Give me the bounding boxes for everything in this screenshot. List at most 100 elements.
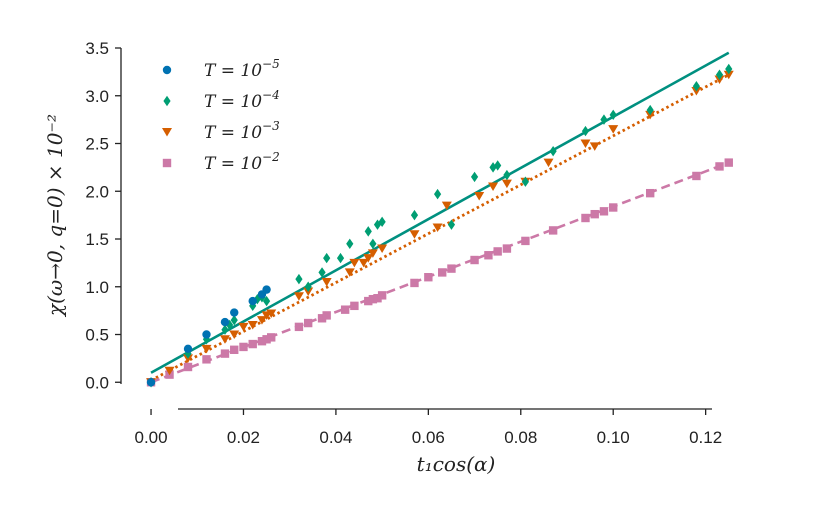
y-axis-label: χ(ω→0, q=0) × 10⁻² <box>43 114 67 318</box>
legend-entry-label: T = 10−5 <box>204 57 280 81</box>
data-point <box>590 209 599 219</box>
data-point <box>262 285 271 294</box>
data-point <box>336 252 345 264</box>
data-point <box>220 349 230 358</box>
data-point <box>438 268 447 277</box>
x-tick-label: 0.12 <box>689 428 722 447</box>
data-point <box>317 314 327 323</box>
data-point <box>410 209 419 221</box>
data-point <box>295 273 303 285</box>
data-point <box>447 219 456 230</box>
data-point <box>645 188 655 198</box>
data-point <box>364 226 372 237</box>
data-point <box>146 378 156 387</box>
data-point <box>580 139 591 149</box>
data-point <box>600 114 608 125</box>
x-tick-label: 0.10 <box>597 428 630 447</box>
data-point <box>494 160 502 171</box>
data-point <box>377 291 387 300</box>
data-point <box>344 268 355 277</box>
data-point <box>350 301 359 311</box>
data-point <box>377 244 388 254</box>
data-point <box>715 69 724 80</box>
data-point <box>609 109 617 121</box>
data-point <box>364 296 373 306</box>
data-point <box>432 223 443 233</box>
data-point <box>304 281 312 292</box>
data-point <box>219 335 230 344</box>
data-point <box>692 81 701 92</box>
legend-entry-exponent: −4 <box>262 88 280 102</box>
data-point <box>238 322 249 332</box>
legend-marker <box>162 158 172 168</box>
ticks: 0.00 0.02 0.04 0.06 0.08 0.10 0.12 0.0 0.5 1.0 1.5… <box>85 39 722 447</box>
x-tick-label: 0.04 <box>319 428 352 447</box>
data-point <box>230 314 238 326</box>
x-tick-label: 0.06 <box>412 428 445 447</box>
data-point <box>183 362 193 372</box>
data-point <box>470 255 479 265</box>
data-point <box>521 176 530 187</box>
data-point <box>599 207 609 216</box>
data-point <box>424 273 433 282</box>
data-point <box>503 169 511 181</box>
data-point <box>724 158 733 167</box>
legend-entry-label: T = 10−2 <box>204 150 280 174</box>
data-point <box>581 213 590 223</box>
data-point <box>725 63 733 75</box>
legend-entry-text: T = 10 <box>204 92 262 112</box>
legend-entry-text: T = 10 <box>204 123 262 143</box>
y-tick-label: 0.0 <box>85 373 109 392</box>
y-tick-label: 3.5 <box>85 39 109 58</box>
data-point <box>433 188 442 200</box>
data-point <box>256 316 267 325</box>
data-point <box>294 322 304 332</box>
data-point <box>521 236 530 246</box>
y-tick-label: 2.5 <box>85 135 109 154</box>
y-tick-label: 1.0 <box>85 278 109 297</box>
data-point <box>220 317 230 327</box>
series-square <box>146 158 733 387</box>
x-tick-label: 0.08 <box>504 428 537 447</box>
data-point <box>368 294 378 304</box>
data-point <box>239 342 248 352</box>
data-point <box>202 355 211 364</box>
data-point <box>346 238 354 249</box>
data-point <box>470 171 479 183</box>
data-point <box>692 171 701 181</box>
x-tick-label: 0.00 <box>134 428 167 447</box>
data-point <box>549 145 557 157</box>
data-point <box>229 330 240 340</box>
y-tick-label: 0.5 <box>85 326 109 345</box>
data-point <box>201 344 212 354</box>
data-point <box>164 366 175 376</box>
data-point <box>247 320 258 330</box>
y-tick-label: 1.5 <box>85 230 109 249</box>
data-point <box>493 247 502 256</box>
data-point <box>447 264 456 273</box>
x-axis-label: t₁cos(α) <box>417 452 496 476</box>
legend-entry-text: T = 10 <box>204 61 262 81</box>
data-point <box>248 339 257 349</box>
data-point <box>543 158 554 168</box>
data-point <box>230 345 239 354</box>
data-point <box>409 230 420 239</box>
data-point <box>202 330 211 339</box>
legend-marker <box>162 128 172 137</box>
legend-entry-exponent: −2 <box>262 150 280 164</box>
data-point <box>484 251 493 260</box>
data-point <box>609 203 618 212</box>
data-point <box>441 201 452 211</box>
data-point <box>221 324 229 335</box>
data-point <box>502 244 512 253</box>
legend-entry-exponent: −3 <box>262 119 280 133</box>
data-point <box>589 142 600 151</box>
data-point <box>608 125 619 134</box>
data-point <box>318 267 326 278</box>
data-point <box>489 162 497 173</box>
legend-marker <box>162 65 172 75</box>
data-point <box>723 70 734 80</box>
data-point <box>378 216 386 228</box>
data-point <box>581 125 590 137</box>
legend-entry-label: T = 10−4 <box>204 88 280 112</box>
